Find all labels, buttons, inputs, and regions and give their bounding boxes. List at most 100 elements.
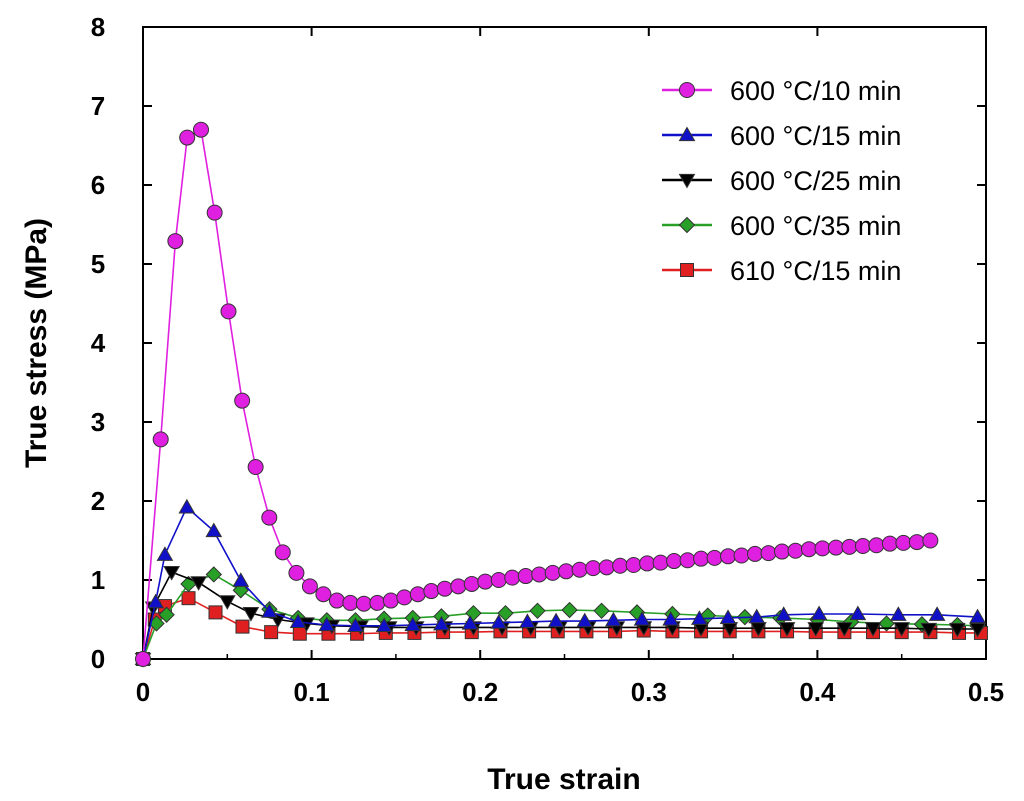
legend-label: 600 °C/25 min: [730, 166, 901, 196]
legend-marker: [678, 126, 696, 142]
y-axis: 0 1 2 3 4 5 6 7 8: [91, 12, 986, 674]
data-point: [355, 595, 372, 612]
legend-item: 600 °C/25 min: [662, 166, 901, 196]
data-point: [948, 622, 966, 638]
data-point: [691, 610, 708, 625]
data-point: [529, 602, 546, 620]
data-point: [922, 532, 939, 549]
legend-marker: [679, 82, 695, 98]
data-point: [158, 606, 175, 623]
legend-item: 610 °C/15 min: [662, 256, 901, 286]
data-point: [190, 576, 207, 591]
data-point: [261, 509, 278, 526]
data-point: [864, 622, 882, 637]
x-axis-title: True strain: [487, 763, 640, 796]
data-point: [598, 559, 615, 576]
x-tick-label: 0.2: [462, 677, 498, 707]
data-point: [477, 573, 494, 590]
data-point: [544, 564, 561, 581]
data-point: [288, 564, 305, 581]
data-point: [179, 129, 196, 146]
y-tick-label: 6: [91, 170, 105, 200]
data-point: [908, 534, 925, 551]
y-tick-label: 7: [91, 91, 105, 121]
x-tick-label: 0.4: [799, 677, 836, 707]
data-point: [854, 538, 871, 555]
data-point: [969, 622, 986, 638]
legend-marker: [680, 263, 694, 277]
data-point: [264, 625, 279, 640]
legend-label: 600 °C/15 min: [730, 121, 901, 151]
data-point: [163, 565, 181, 581]
data-point: [519, 613, 536, 628]
data-point: [748, 608, 766, 624]
data-point: [561, 601, 578, 619]
data-point: [369, 594, 386, 611]
data-point: [807, 622, 825, 637]
data-point: [778, 622, 796, 637]
legend-item: 600 °C/15 min: [662, 121, 901, 151]
data-point: [814, 540, 831, 557]
data-point: [693, 550, 710, 567]
data-point: [318, 616, 336, 632]
legend-label: 600 °C/35 min: [730, 211, 901, 241]
y-tick-label: 1: [91, 565, 105, 595]
data-point: [433, 615, 450, 631]
data-point: [787, 542, 804, 559]
y-tick-label: 8: [91, 12, 105, 42]
data-point: [409, 586, 426, 603]
series-layer: [134, 121, 988, 668]
data-point: [156, 546, 174, 561]
data-point: [396, 589, 413, 606]
data-point: [218, 595, 236, 610]
data-point: [235, 619, 250, 634]
data-point: [382, 592, 399, 609]
data-point: [612, 557, 629, 574]
data-point: [666, 553, 683, 570]
x-tick-label: 0.5: [968, 677, 1004, 707]
data-point: [868, 537, 885, 554]
data-point: [375, 617, 393, 632]
series-1: [134, 498, 986, 666]
data-point: [800, 541, 817, 558]
data-point: [178, 498, 196, 514]
data-point: [836, 622, 853, 637]
data-point: [878, 615, 895, 632]
data-point: [242, 607, 260, 622]
data-point: [679, 552, 696, 569]
y-tick-label: 4: [91, 328, 106, 358]
legend-label: 610 °C/15 min: [730, 256, 901, 286]
data-point: [881, 535, 898, 552]
data-point: [147, 593, 165, 609]
data-point: [234, 392, 251, 409]
data-point: [733, 547, 750, 564]
data-point: [775, 606, 793, 621]
legend-item: 600 °C/35 min: [662, 211, 901, 241]
x-tick-label: 0.3: [631, 677, 667, 707]
data-point: [450, 578, 467, 595]
legend-marker: [678, 216, 696, 234]
legend: 600 °C/10 min 600 °C/15 min 600 °C/25 min 6…: [662, 76, 901, 286]
data-point: [181, 591, 196, 606]
data-point: [517, 568, 534, 585]
y-tick-label: 3: [91, 407, 105, 437]
y-tick-label: 0: [91, 644, 105, 674]
data-point: [558, 563, 575, 580]
data-point: [719, 609, 737, 625]
data-point: [928, 606, 946, 621]
data-point: [261, 603, 278, 618]
data-point: [895, 534, 912, 551]
x-tick-label: 0.1: [294, 677, 330, 707]
x-axis: 0 0.1 0.2 0.3 0.4 0.5: [136, 27, 1004, 707]
data-point: [206, 204, 223, 221]
data-point: [920, 622, 938, 638]
data-point: [247, 459, 264, 476]
x-tick-label: 0: [136, 677, 150, 707]
data-point: [893, 622, 911, 637]
data-point: [760, 545, 777, 562]
data-point: [423, 583, 440, 600]
data-point: [827, 539, 844, 556]
data-point: [497, 604, 514, 622]
data-point: [810, 605, 828, 621]
